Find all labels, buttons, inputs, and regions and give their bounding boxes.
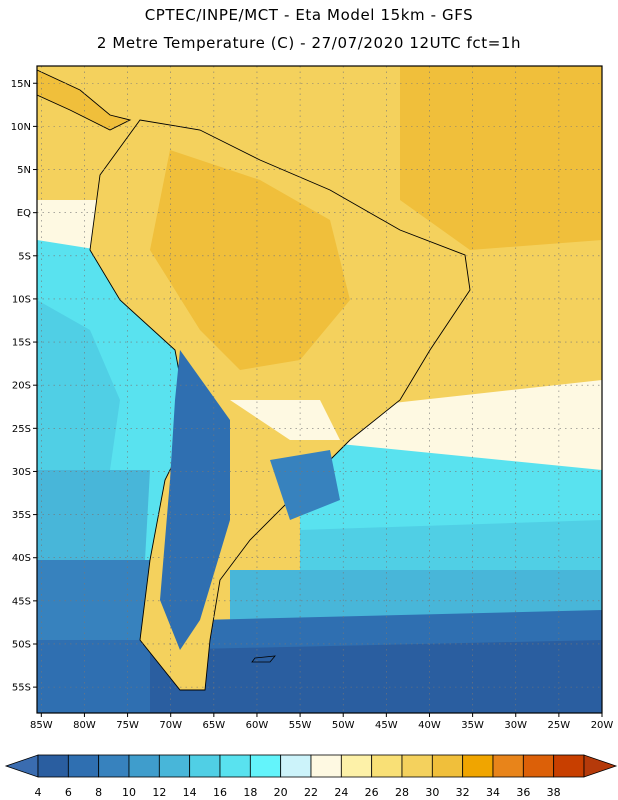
colorbar-label: 4 [35, 786, 42, 799]
land-cool-zone [230, 400, 340, 440]
land-andes-cold [160, 350, 230, 650]
colorbar-swatch [431, 754, 464, 778]
latitude-axis: 15N 10N 5N EQ 5S 10S 15S 20S 25S 30S 35S 40S 45S 50S 5… [11, 79, 37, 694]
colorbar-swatch [98, 754, 130, 778]
lat-tick-label: 30S [12, 467, 31, 478]
lon-tick-label: 25W [548, 720, 571, 731]
longitude-axis: 85W 80W 75W 70W 65W 60W 55W 50W 45W 40W 35W 30W 25W 2… [30, 713, 613, 731]
field-north-warm [400, 66, 602, 250]
lon-tick-label: 30W [504, 720, 527, 731]
lat-tick-label: 55S [12, 683, 31, 694]
lon-tick-label: 70W [159, 720, 182, 731]
colorbar-label: 22 [304, 786, 318, 799]
temperature-field [37, 66, 602, 713]
map-title-line-2: 2 Metre Temperature (C) - 27/07/2020 12U… [96, 34, 522, 52]
colorbar-label: 18 [243, 786, 257, 799]
colorbar-label: 12 [152, 786, 166, 799]
lon-tick-label: 45W [375, 720, 398, 731]
lon-tick-label: 60W [246, 720, 269, 731]
field-pacific-light [37, 470, 150, 570]
field-atlantic-deep [150, 640, 602, 713]
field-pacific-cyan-2 [37, 300, 120, 480]
grid-lines [37, 66, 602, 713]
colorbar-label: 24 [334, 786, 348, 799]
colorbar-label: 26 [365, 786, 379, 799]
colorbar-label: 20 [274, 786, 288, 799]
colorbar-over-arrow [583, 754, 618, 778]
colorbar-label: 8 [95, 786, 102, 799]
colorbar-swatch [310, 754, 342, 778]
colorbar-swatch [340, 754, 373, 778]
lon-tick-label: 40W [418, 720, 441, 731]
land-central-america [37, 69, 132, 131]
colorbar-swatch [128, 754, 160, 778]
lat-tick-label: 25S [12, 424, 31, 435]
field-pacific-deep [37, 640, 150, 713]
lat-tick-label: 15S [12, 338, 31, 349]
lon-tick-label: 80W [73, 720, 96, 731]
field-atlantic-cyan [300, 440, 602, 540]
lon-tick-label: 55W [289, 720, 312, 731]
colorbar-label: 28 [395, 786, 409, 799]
lon-tick-label: 50W [332, 720, 355, 731]
lat-tick-label: 50S [12, 639, 31, 650]
lat-tick-label: EQ [17, 208, 31, 219]
colorbar-label: 6 [65, 786, 72, 799]
colorbar-label: 16 [213, 786, 227, 799]
colorbar-label: 34 [486, 786, 500, 799]
lat-tick-label: 5S [18, 251, 31, 262]
colorbar-swatch [553, 754, 585, 778]
colorbar-swatch [67, 754, 100, 778]
colorbar-swatch [219, 754, 251, 778]
colorbar-swatch [249, 754, 282, 778]
colorbar-swatch [371, 754, 403, 778]
lon-tick-label: 35W [461, 720, 484, 731]
colorbar-swatch [401, 754, 433, 778]
colorbar-swatch [522, 754, 555, 778]
lat-tick-label: 10S [12, 294, 31, 305]
colorbar-swatch [462, 754, 494, 778]
map-frame [36, 65, 603, 714]
colorbar-label: 10 [122, 786, 136, 799]
colorbar-swatch [158, 754, 191, 778]
lon-tick-label: 65W [203, 720, 226, 731]
lat-tick-label: 10N [11, 122, 31, 133]
land-uruguay-cold [270, 450, 340, 520]
lat-tick-label: 15N [11, 79, 31, 90]
colorbar-swatch [37, 754, 69, 778]
map-title-line-1: CPTEC/INPE/MCT - Eta Model 15km - GFS [144, 6, 474, 24]
colorbar-label: 14 [183, 786, 197, 799]
lat-tick-label: 20S [12, 381, 31, 392]
lat-tick-label: 40S [12, 553, 31, 564]
colorbar-label: 36 [516, 786, 530, 799]
colorbar-swatch [189, 754, 221, 778]
colorbar-swatch [492, 754, 524, 778]
lat-tick-label: 35S [12, 510, 31, 521]
land-falklands [251, 655, 276, 663]
colorbar-swatch [280, 754, 312, 778]
lon-tick-label: 85W [30, 720, 53, 731]
lat-tick-label: 45S [12, 596, 31, 607]
lon-tick-label: 75W [116, 720, 139, 731]
colorbar-under-arrow [4, 754, 39, 778]
colorbar: 4 6 8 10 12 14 16 18 20 22 24 26 28 30 32 34 36 38 [4, 754, 618, 799]
lon-tick-label: 20W [591, 720, 614, 731]
colorbar-label: 32 [456, 786, 470, 799]
lat-tick-label: 5N [17, 165, 31, 176]
colorbar-label: 38 [547, 786, 561, 799]
colorbar-label: 30 [425, 786, 439, 799]
